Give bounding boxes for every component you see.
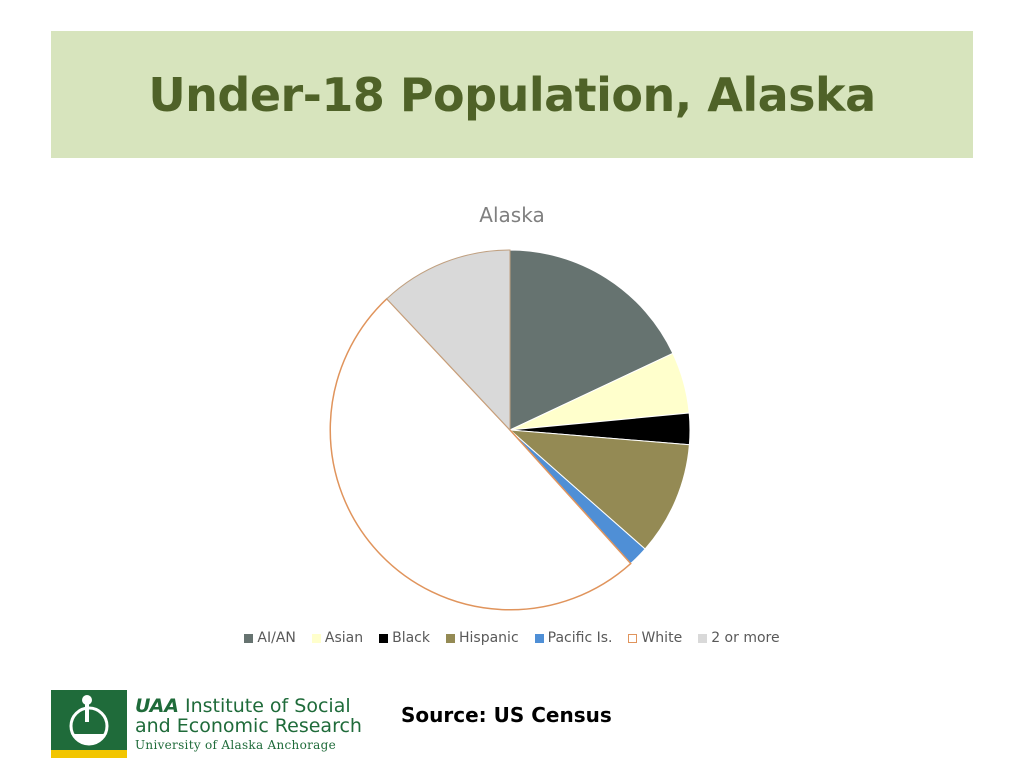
logo-institute: Institute of Social	[184, 694, 351, 717]
iser-logo: UAA Institute of Social and Economic Rese…	[51, 690, 362, 758]
legend-swatch	[698, 633, 708, 643]
legend-label: Asian	[324, 630, 364, 646]
slide-title: Under-18 Population, Alaska	[148, 67, 876, 122]
legend-swatch	[244, 633, 254, 643]
legend-label: White	[641, 630, 683, 646]
legend-label: 2 or more	[711, 630, 780, 646]
uaa-seal-icon	[51, 690, 127, 758]
chart-legend: AI/AN Asian Black Hispanic Pacific Is. White 2…	[0, 630, 1024, 646]
legend-swatch	[534, 633, 544, 643]
pie-slice-ai-an	[509, 249, 674, 431]
legend-swatch	[628, 633, 638, 643]
pie-slice-2-or-more	[386, 249, 511, 432]
legend-label: AI/AN	[257, 630, 296, 646]
legend-swatch	[446, 633, 455, 643]
chart-title: Alaska	[479, 203, 545, 227]
title-band: Under-18 Population, Alaska	[51, 31, 973, 158]
legend-item-asian: Asian	[311, 630, 364, 646]
logo-line-3: University of Alaska Anchorage	[135, 737, 336, 752]
logo-acronym: UAA	[135, 694, 179, 717]
legend-swatch	[311, 633, 321, 643]
legend-label: Hispanic	[459, 630, 519, 646]
legend-item-pacific-is: Pacific Is.	[534, 630, 613, 646]
pie-slice-white	[329, 297, 632, 611]
pie-slice-hispanic	[508, 429, 690, 550]
source-note: Source: US Census	[401, 703, 612, 727]
legend-label: Black	[392, 630, 430, 646]
legend-item-2-or-more: 2 or more	[698, 630, 780, 646]
legend-item-black: Black	[379, 630, 430, 646]
logo-line-2: and Economic Research	[135, 714, 362, 737]
logo-text: UAA Institute of Social and Economic Rese…	[135, 694, 362, 752]
logo-line-1: UAA Institute of Social	[135, 694, 362, 717]
legend-swatch	[379, 633, 389, 643]
pie-chart	[329, 249, 691, 611]
legend-item-white: White	[628, 630, 682, 646]
legend-item-hispanic: Hispanic	[446, 630, 519, 646]
legend-item-ai-an: AI/AN	[244, 630, 296, 646]
legend-label: Pacific Is.	[547, 630, 613, 646]
